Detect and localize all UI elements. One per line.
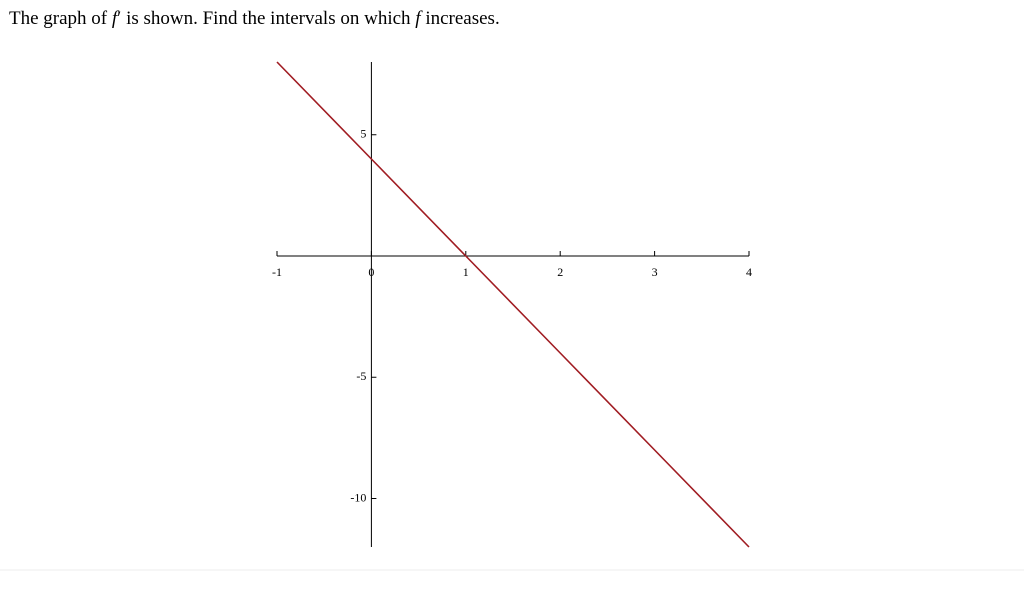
y-tick-label: -10 [350, 490, 366, 504]
question: The graph of f′ is shown. Find the inter… [9, 8, 500, 30]
question-math: f [415, 8, 421, 29]
x-tick-label: 3 [652, 265, 658, 279]
y-tick-label: 5 [360, 127, 366, 141]
question-text: increases. [420, 8, 500, 29]
x-tick-label: 1 [463, 265, 469, 279]
x-tick-label: 2 [557, 265, 563, 279]
question-math: f [111, 8, 118, 29]
x-tick-label: -1 [272, 265, 282, 279]
x-tick-label: 0 [368, 265, 374, 279]
x-tick-label: 4 [746, 265, 752, 279]
data-line [276, 61, 750, 548]
question-text: ′ [117, 8, 122, 29]
question-text: is shown. Find the intervals on which [121, 8, 416, 29]
y-tick-label: -5 [356, 369, 366, 383]
question-text: The graph of [9, 8, 112, 29]
